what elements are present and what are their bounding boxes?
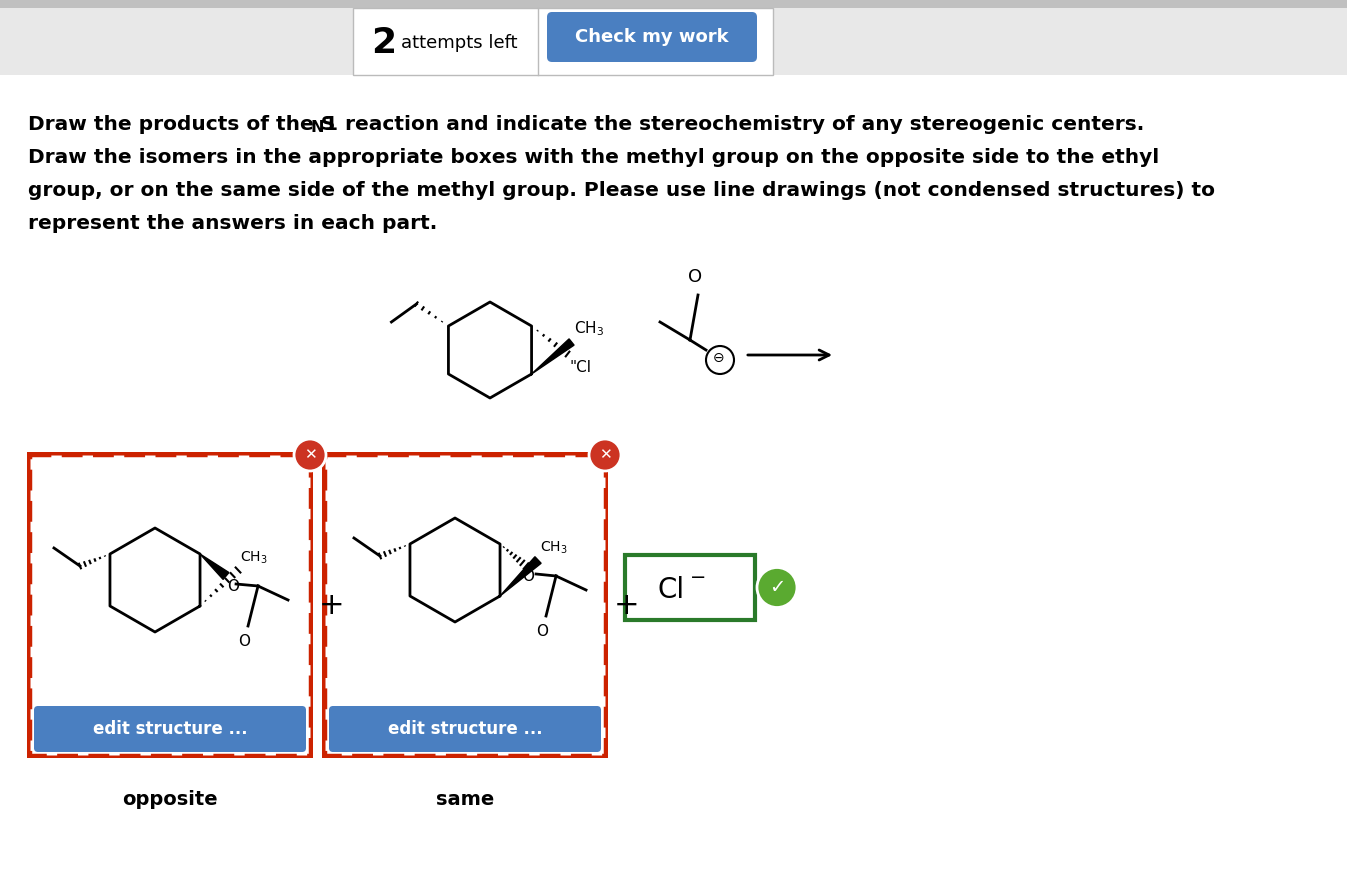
Text: N: N [311,120,325,135]
FancyBboxPatch shape [34,706,306,752]
Text: O: O [523,569,533,584]
FancyBboxPatch shape [30,455,310,755]
Circle shape [589,439,621,471]
FancyBboxPatch shape [0,0,1347,75]
Text: O: O [536,624,548,639]
Text: Cl: Cl [657,576,686,605]
Text: +: + [319,591,345,620]
Text: 2: 2 [370,26,396,60]
FancyBboxPatch shape [322,452,607,758]
FancyBboxPatch shape [27,452,313,758]
FancyBboxPatch shape [0,0,1347,8]
Text: O: O [688,268,702,286]
FancyBboxPatch shape [329,706,601,752]
FancyBboxPatch shape [625,555,756,620]
Polygon shape [500,557,541,596]
Text: Draw the products of the S: Draw the products of the S [28,115,335,134]
Text: −: − [690,568,706,587]
Text: 1 reaction and indicate the stereochemistry of any stereogenic centers.: 1 reaction and indicate the stereochemis… [325,115,1144,134]
Circle shape [757,567,797,607]
Text: ✕: ✕ [303,448,317,462]
Text: "Cl: "Cl [570,360,591,375]
Text: CH$_3$: CH$_3$ [574,319,603,338]
Text: Check my work: Check my work [575,28,729,46]
Polygon shape [201,554,229,580]
Text: ⊖: ⊖ [713,351,725,365]
Text: Draw the isomers in the appropriate boxes with the methyl group on the opposite : Draw the isomers in the appropriate boxe… [28,148,1160,167]
Text: same: same [436,790,494,809]
Text: edit structure ...: edit structure ... [93,720,248,738]
FancyBboxPatch shape [547,12,757,62]
Text: opposite: opposite [123,790,218,809]
Circle shape [294,439,326,471]
Text: attempts left: attempts left [401,34,517,52]
Text: +: + [614,591,640,620]
FancyBboxPatch shape [353,8,773,75]
Text: edit structure ...: edit structure ... [388,720,543,738]
Text: O: O [228,579,238,594]
Text: represent the answers in each part.: represent the answers in each part. [28,214,438,233]
Text: O: O [238,634,251,649]
Text: group, or on the same side of the methyl group. Please use line drawings (not co: group, or on the same side of the methyl… [28,181,1215,200]
Text: ✕: ✕ [598,448,612,462]
Text: CH$_3$: CH$_3$ [540,540,567,556]
Polygon shape [532,339,574,374]
Text: ✓: ✓ [769,578,785,597]
FancyBboxPatch shape [325,455,605,755]
Text: CH$_3$: CH$_3$ [240,549,268,566]
